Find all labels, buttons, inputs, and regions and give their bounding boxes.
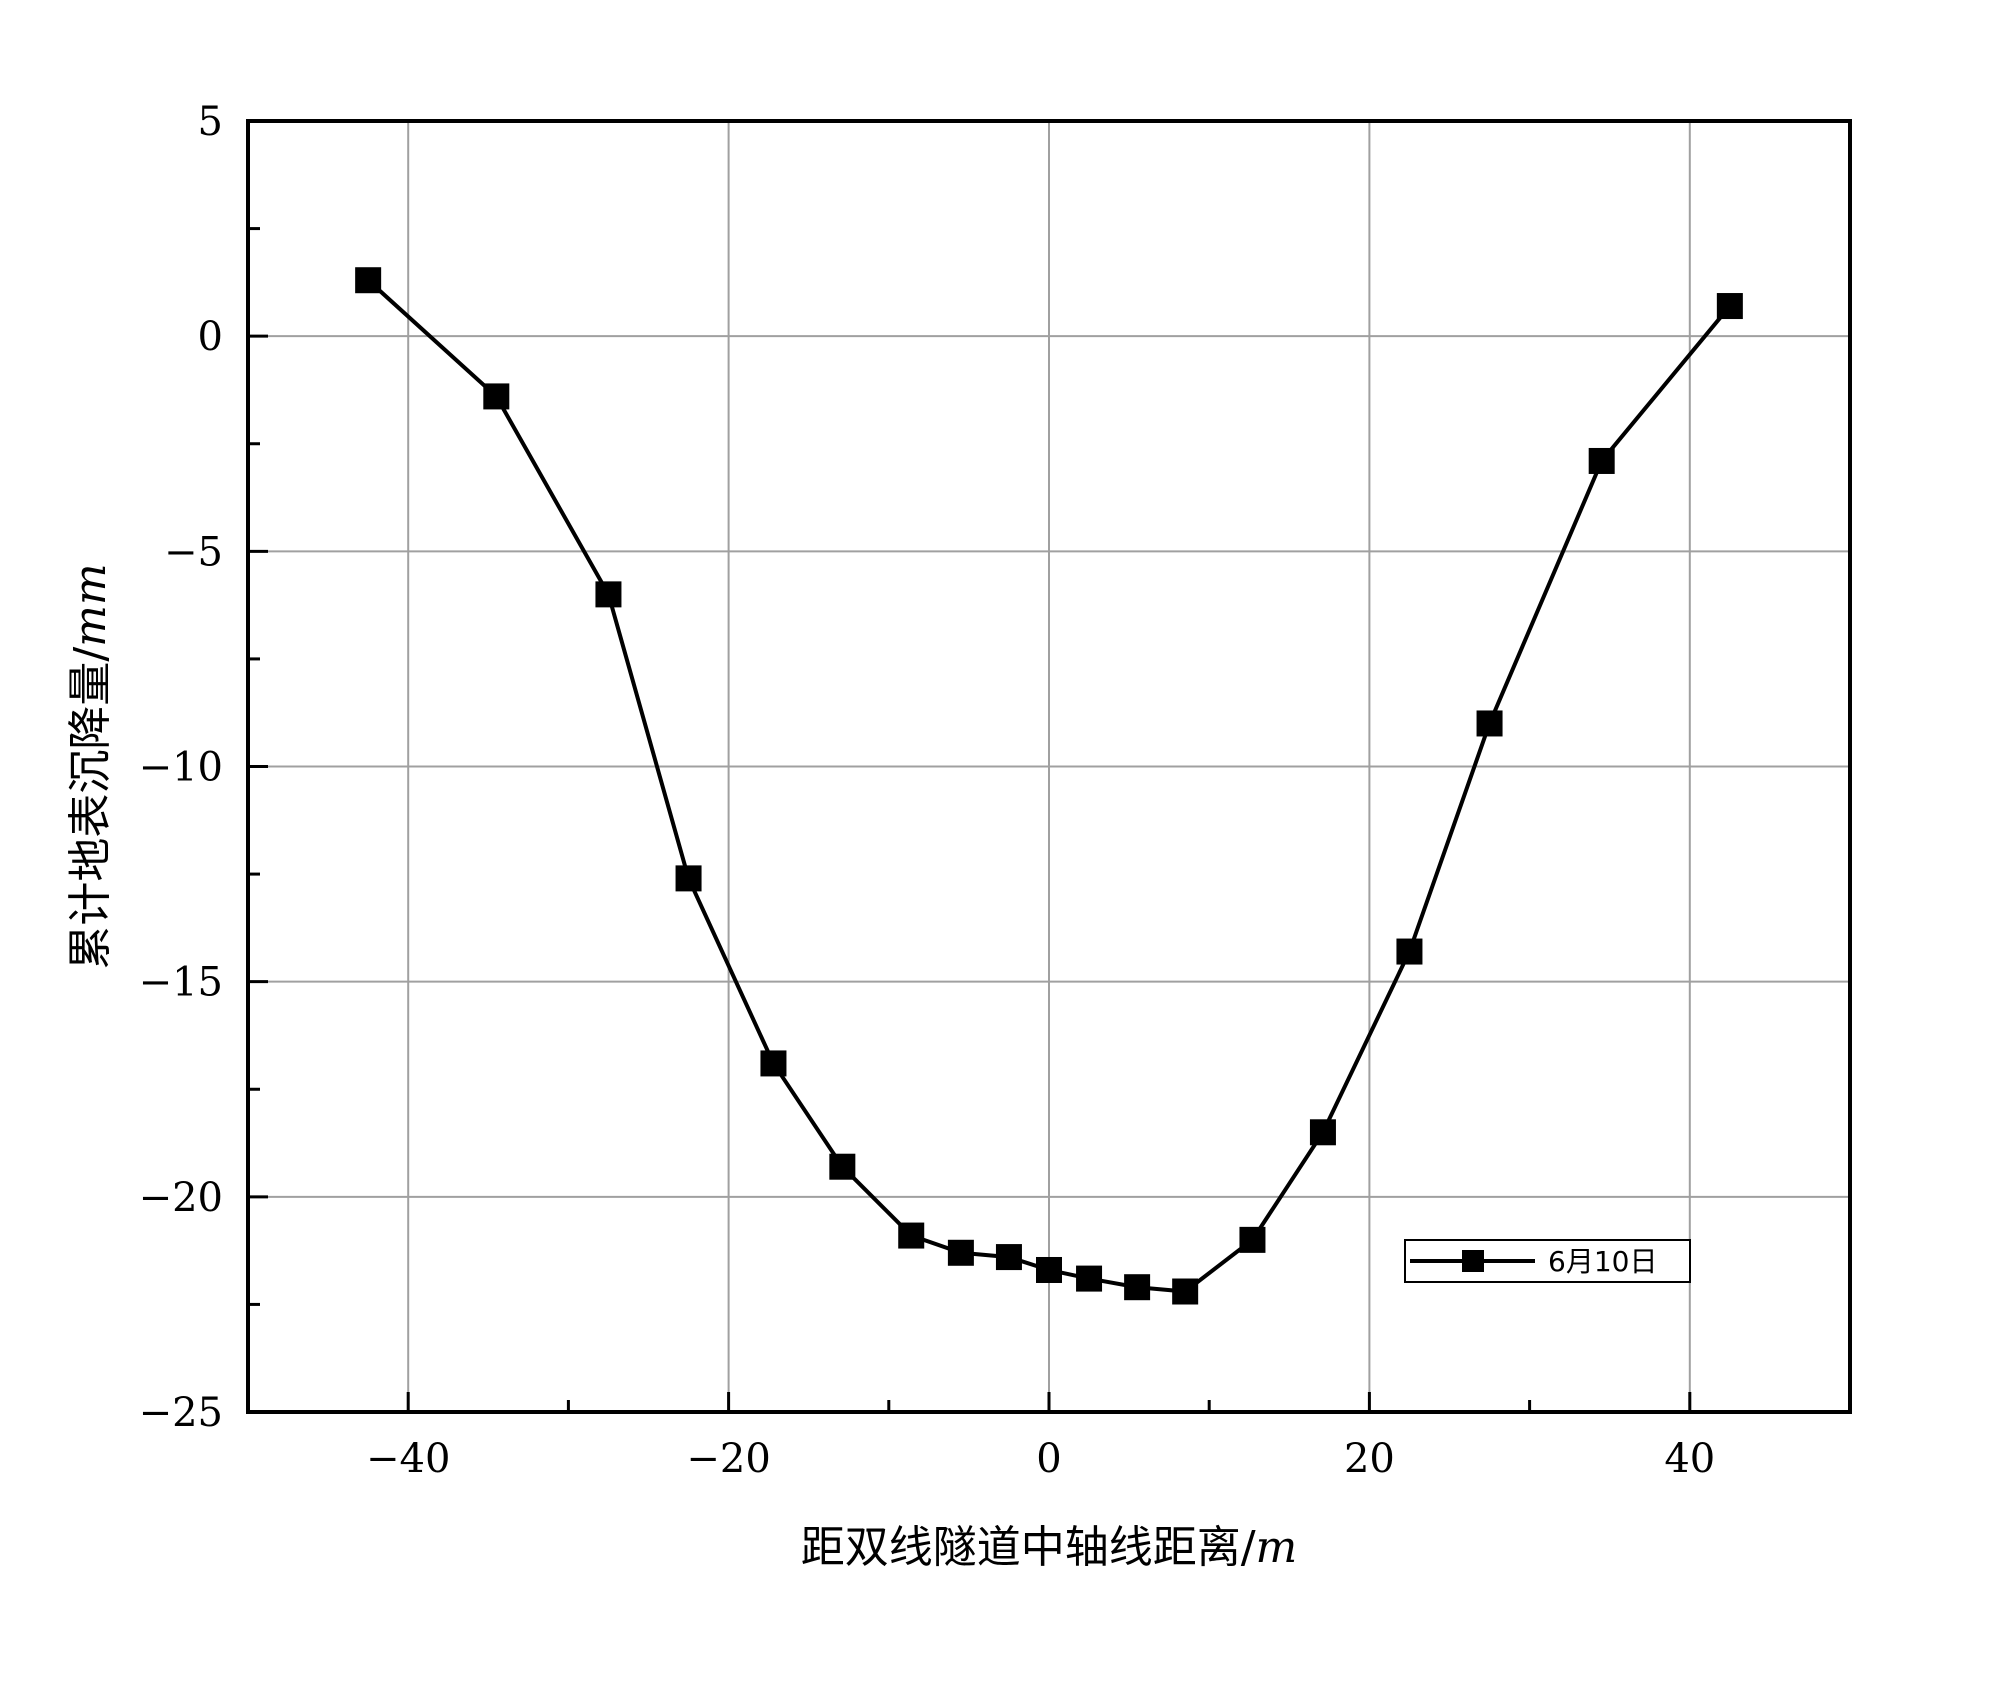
data-point — [1309, 1119, 1336, 1146]
data-point — [1588, 447, 1615, 474]
y-tick-label: −5 — [164, 529, 223, 575]
data-point — [595, 581, 622, 608]
data-point — [1476, 710, 1503, 737]
y-tick-label: 0 — [198, 314, 223, 360]
plot-frame — [246, 119, 1852, 1414]
data-point — [995, 1244, 1022, 1271]
y-axis-title: 累计地表沉降量/mm — [65, 563, 116, 969]
data-series — [355, 267, 1743, 1305]
tick-labels: −40 −20 0 20 40 5 0 −5 −10 −15 −20 −25 — [139, 99, 1716, 1482]
x-tick-label: 0 — [1036, 1436, 1061, 1482]
x-axis-unit: m — [1256, 1522, 1298, 1573]
data-point — [675, 865, 702, 892]
legend-marker-square — [1462, 1250, 1484, 1272]
data-point — [1124, 1274, 1151, 1301]
y-tick-label: 5 — [198, 99, 223, 145]
y-axis-unit: mm — [65, 563, 116, 646]
y-tick-label: −20 — [139, 1175, 223, 1221]
x-tick-label: −20 — [686, 1436, 770, 1482]
data-point — [760, 1050, 787, 1077]
data-point — [483, 383, 510, 410]
x-tick-label: 40 — [1664, 1436, 1715, 1482]
y-tick-label: −25 — [139, 1390, 223, 1436]
data-point — [1716, 293, 1743, 320]
x-tick-label: −40 — [366, 1436, 450, 1482]
y-tick-label: −10 — [139, 745, 223, 791]
y-tick-label: −15 — [139, 960, 223, 1006]
data-point — [1396, 938, 1423, 965]
legend: 6月10日 — [1404, 1239, 1691, 1283]
grid-lines — [248, 121, 1850, 1412]
data-point — [829, 1153, 856, 1180]
data-point — [1076, 1265, 1103, 1292]
y-axis-title-text: 累计地表沉降量/ — [65, 647, 116, 970]
x-tick-label: 20 — [1344, 1436, 1395, 1482]
x-axis-title-text: 距双线隧道中轴线距离/ — [801, 1522, 1256, 1573]
legend-label: 6月10日 — [1548, 1245, 1657, 1278]
data-point — [1036, 1256, 1062, 1283]
x-axis-title: 距双线隧道中轴线距离/m — [801, 1522, 1298, 1573]
data-point — [1239, 1226, 1266, 1253]
data-point — [1172, 1278, 1199, 1305]
data-point — [898, 1222, 925, 1249]
data-point — [355, 267, 382, 294]
data-point — [947, 1239, 974, 1266]
